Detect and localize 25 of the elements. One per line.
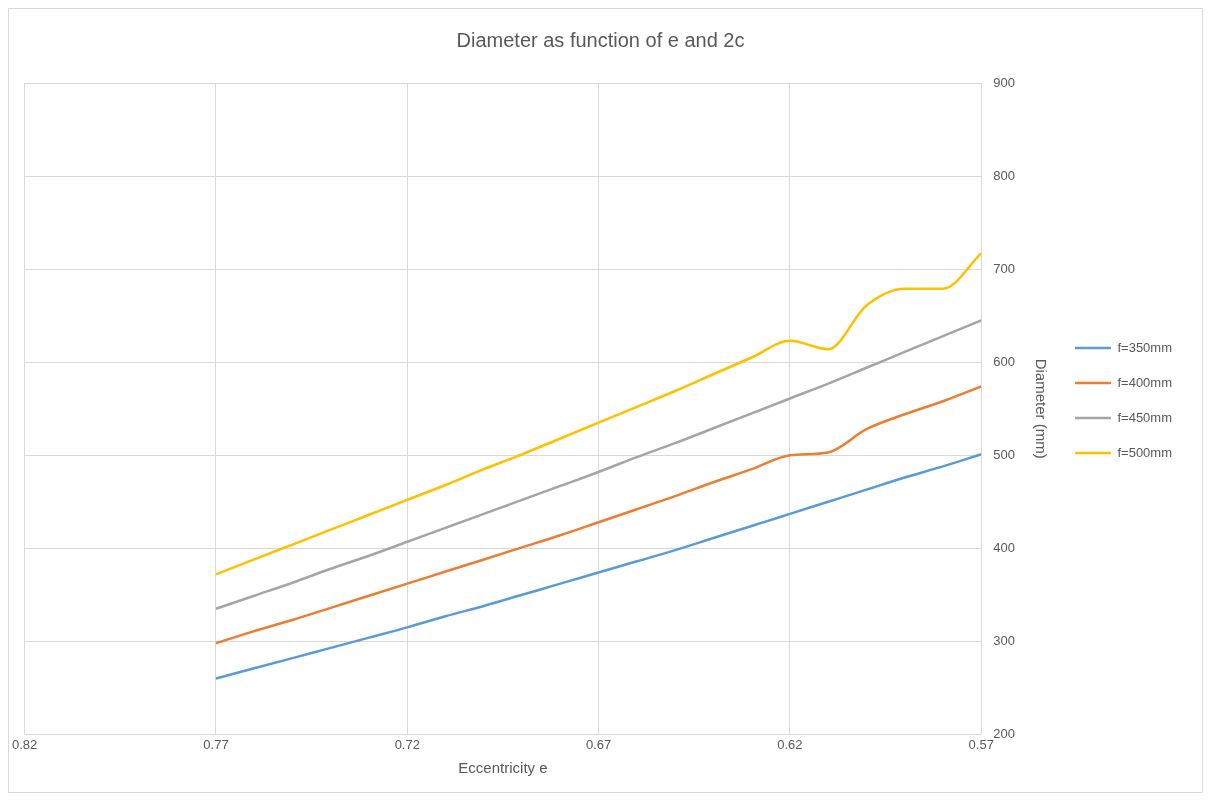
line-series <box>214 319 982 611</box>
y-tick-label: 400 <box>993 539 1015 555</box>
chart-title: Diameter as function of e and 2c <box>456 28 745 51</box>
legend-label: f=500mm <box>1117 444 1173 460</box>
y-tick-label: 200 <box>993 725 1015 741</box>
y-tick-label: 600 <box>993 353 1015 369</box>
legend-label: f=450mm <box>1117 409 1173 425</box>
x-axis-title: Eccentricity e <box>458 759 548 777</box>
x-tick-label: 0.77 <box>203 736 229 752</box>
line-series <box>214 453 982 680</box>
line-series <box>214 385 982 645</box>
y-tick-label: 300 <box>993 632 1015 648</box>
x-tick-label: 0.57 <box>968 736 994 752</box>
x-tick-label: 0.72 <box>394 736 420 752</box>
y-tick-label: 500 <box>993 446 1015 462</box>
x-tick-label: 0.67 <box>585 736 612 752</box>
legend-label: f=400mm <box>1117 374 1173 390</box>
y-tick-label: 900 <box>993 74 1015 90</box>
x-tick-label: 0.62 <box>777 736 803 752</box>
y-tick-label: 700 <box>993 260 1015 276</box>
legend-label: f=350mm <box>1117 339 1173 355</box>
line-series <box>214 252 982 576</box>
y-axis-title: Diameter (mm) <box>1032 358 1050 459</box>
y-tick-label: 800 <box>993 167 1015 183</box>
x-tick-label: 0.82 <box>11 736 38 752</box>
